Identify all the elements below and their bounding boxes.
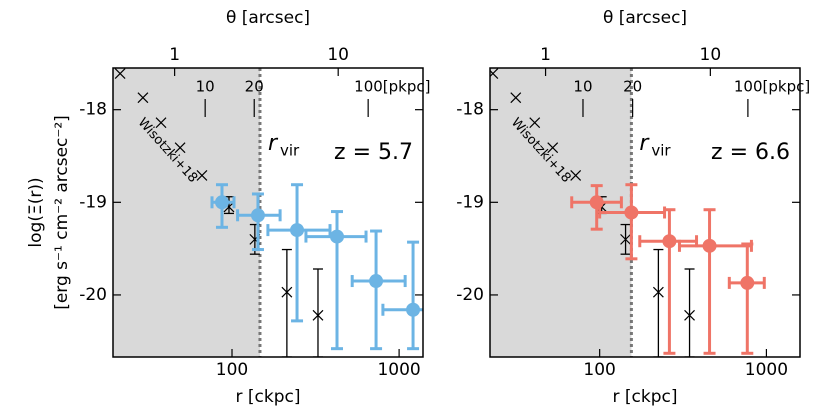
plot-area [490, 68, 766, 357]
x-axis-label: r [ckpc] [236, 387, 301, 407]
data-point [214, 195, 229, 210]
x-tick-label: 100 [583, 360, 615, 380]
data-point [114, 68, 126, 79]
r-vir-label: r [268, 131, 279, 156]
data-point [490, 68, 499, 79]
data-point [702, 238, 717, 253]
pkpc-tick-label: 20 [623, 78, 642, 96]
pkpc-tick-label: 10 [573, 78, 592, 96]
data-point [570, 170, 582, 181]
y-axis-label: [erg s⁻¹ cm⁻² arcsec⁻²] [52, 115, 72, 310]
y-tick-label: -20 [456, 285, 484, 305]
y-tick-label: -20 [79, 285, 107, 305]
x-axis-label: r [ckpc] [613, 387, 678, 407]
plot-area [113, 68, 423, 357]
data-point [196, 170, 208, 181]
pkpc-tick-label: 100[pkpc] [734, 78, 810, 96]
data-point [589, 195, 604, 210]
x2-axis-label: θ [arcsec] [603, 8, 687, 28]
x2-axis-label: θ [arcsec] [226, 8, 310, 28]
data-point [510, 92, 522, 104]
data-point [290, 223, 305, 238]
data-point [312, 309, 324, 321]
redshift-label: z = 5.7 [334, 140, 413, 165]
x2-tick-label: 10 [327, 45, 349, 65]
redshift-label: z = 6.6 [711, 140, 790, 165]
x-tick-label: 1000 [377, 360, 420, 380]
data-point [330, 229, 345, 244]
pkpc-tick-label: 100[pkpc] [354, 78, 430, 96]
x-tick-label: 100 [216, 360, 248, 380]
data-point [624, 205, 639, 220]
pkpc-tick-label: 10 [196, 78, 215, 96]
axes-frame [112, 67, 424, 358]
pkpc-tick-label: 20 [245, 78, 264, 96]
axes-frame [489, 67, 801, 358]
x-tick-label: 1000 [745, 360, 788, 380]
r-vir-subscript: vir [651, 142, 671, 160]
data-point [620, 233, 631, 245]
x2-tick-label: 1 [540, 45, 551, 65]
x2-tick-label: 10 [700, 45, 722, 65]
data-point [155, 117, 167, 129]
data-point [529, 117, 541, 129]
x2-tick-label: 1 [169, 45, 180, 65]
data-point [137, 92, 149, 104]
data-point [406, 302, 421, 317]
data-point [652, 286, 664, 298]
y-tick-label: -19 [79, 192, 107, 212]
data-point [684, 309, 695, 321]
data-point [547, 142, 559, 154]
data-point [369, 274, 384, 289]
y-tick-label: -19 [456, 192, 484, 212]
data-point [662, 234, 677, 249]
data-point [174, 142, 186, 154]
data-point [250, 208, 265, 223]
y-axis-label: log(Ξ(r)) [26, 177, 46, 247]
r-vir-subscript: vir [280, 142, 300, 160]
virial-region [113, 68, 260, 357]
r-vir-label: r [639, 131, 650, 156]
data-point [740, 275, 755, 290]
data-point [281, 286, 293, 298]
y-tick-label: -18 [79, 100, 107, 120]
y-tick-label: -18 [456, 100, 484, 120]
